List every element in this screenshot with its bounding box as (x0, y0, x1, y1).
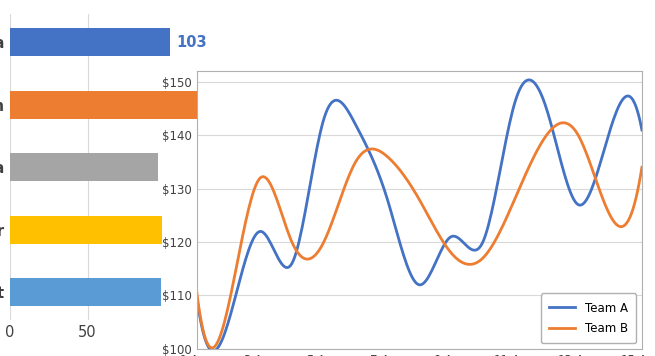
Team A (638, 128, 646, 132)
Team B (459, 261, 467, 265)
Bar (10, 278, 160, 307)
Line: Team B: Team B (196, 123, 642, 348)
Team B (458, 260, 466, 264)
Team B (638, 165, 646, 169)
Text: 122: 122 (206, 97, 236, 112)
Team A (599, 151, 607, 155)
Team A (466, 247, 474, 251)
Team B (194, 299, 202, 304)
Bar (10, 153, 158, 182)
Team B (466, 262, 474, 267)
Bar (10, 28, 170, 56)
Team B (571, 128, 579, 132)
Bar (10, 91, 200, 119)
Team B (193, 288, 200, 292)
Bar (10, 216, 162, 244)
Line: Team A: Team A (196, 80, 642, 351)
Team A (459, 240, 467, 245)
Team B (599, 198, 607, 202)
Text: 103: 103 (176, 35, 207, 50)
Team A (194, 304, 202, 308)
Team A (525, 78, 533, 82)
Team A (458, 239, 466, 243)
Team B (208, 346, 215, 350)
Team B (559, 121, 567, 125)
Team A (571, 199, 579, 203)
Team A (209, 349, 217, 353)
Legend: Team A, Team B: Team A, Team B (541, 293, 636, 343)
Team A (193, 293, 200, 298)
